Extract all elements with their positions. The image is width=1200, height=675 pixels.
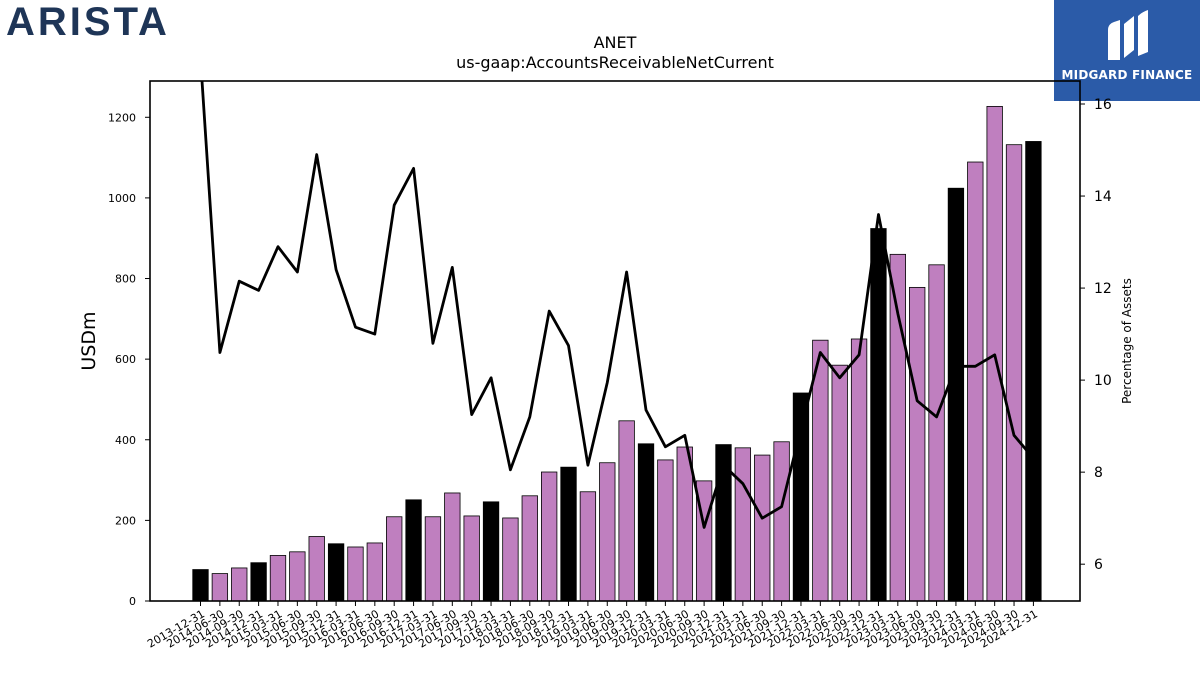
- bar-2013-12-31: [192, 569, 209, 602]
- bar-2019-09-30: [618, 420, 635, 602]
- chart-title: ANET: [594, 33, 637, 52]
- bar-2018-03-31: [502, 517, 519, 602]
- arista-logo-text: ARISTA: [6, 2, 170, 42]
- bar-2014-06-30: [211, 573, 229, 602]
- bar-2022-09-30: [850, 338, 868, 602]
- bar-2018-12-31: [560, 466, 577, 602]
- bar-2022-06-30: [831, 364, 848, 602]
- bar-2023-09-30: [928, 264, 945, 602]
- bar-2019-12-31: [637, 443, 655, 602]
- y2-tick-label: 14: [1094, 189, 1112, 205]
- bar-2021-09-30: [773, 441, 790, 602]
- bar-2016-03-31: [347, 546, 364, 602]
- midgard-finance-logo-text: MIDGARD FINANCE: [1061, 68, 1193, 82]
- y-tick-label: 400: [115, 434, 136, 447]
- axes: [149, 80, 1081, 602]
- arista-logo: ARISTA: [6, 0, 211, 46]
- midgard-finance-logo: MIDGARD FINANCE: [1054, 0, 1200, 101]
- bar-2023-06-30: [909, 286, 926, 602]
- y2-tick-label: 12: [1094, 281, 1112, 297]
- bar-2019-06-30: [599, 462, 616, 602]
- bar-2022-12-31: [870, 228, 887, 602]
- bar-2017-06-30: [444, 492, 461, 602]
- midgard-emblem-icon: [1108, 10, 1148, 60]
- y-tick-label: 600: [115, 353, 136, 366]
- plot-frame: [149, 80, 1081, 602]
- y-tick-label: 0: [129, 595, 136, 608]
- y2-tick-label: 6: [1094, 557, 1103, 573]
- bar-2014-09-30: [231, 567, 248, 602]
- bar-2021-06-30: [754, 454, 771, 602]
- y-tick-label: 800: [115, 273, 136, 286]
- line-series: [200, 81, 1035, 529]
- bar-2015-12-31: [327, 543, 345, 602]
- y2-tick-label: 10: [1094, 373, 1112, 389]
- bar-2014-12-31: [250, 562, 267, 602]
- bar-2016-09-30: [386, 516, 403, 602]
- percentage-of-assets-line: [200, 81, 1035, 529]
- right-axis-ticks: 6 8 10 12 14 16: [1080, 97, 1112, 573]
- bar-2021-03-31: [734, 447, 752, 602]
- x-axis-ticks: 2013-12-312014-06-302014-09-302014-12-31…: [145, 601, 1040, 651]
- y-tick-label: 1000: [108, 192, 136, 205]
- bar-2015-09-30: [308, 536, 325, 602]
- bar-2019-03-31: [579, 491, 597, 602]
- y2-tick-label: 16: [1094, 97, 1112, 113]
- bar-2016-06-30: [366, 542, 383, 602]
- bar-2018-06-30: [521, 495, 538, 602]
- bar-2015-06-30: [289, 551, 306, 602]
- left-axis-label: USDm: [78, 311, 100, 370]
- bar-2018-09-30: [541, 471, 558, 602]
- bar-2024-12-31: [1025, 141, 1042, 602]
- bar-2023-12-31: [947, 187, 965, 602]
- bar-2017-09-30: [463, 515, 480, 602]
- bar-2017-03-31: [424, 516, 442, 602]
- bar-2016-12-31: [405, 499, 422, 602]
- bar-2017-12-31: [482, 501, 500, 602]
- chart-subtitle: us-gaap:AccountsReceivableNetCurrent: [456, 53, 774, 72]
- bar-2024-09-30: [1005, 144, 1023, 602]
- y-tick-label: 200: [115, 514, 136, 527]
- y2-tick-label: 8: [1094, 465, 1103, 481]
- bar-2020-06-30: [676, 446, 693, 602]
- right-axis-label: Percentage of Assets: [1120, 278, 1134, 404]
- bar-series: [192, 105, 1042, 602]
- bar-2020-03-31: [657, 459, 674, 602]
- bar-2015-03-31: [269, 555, 287, 602]
- left-axis-ticks: 0 200 400 600 800 1000 1200: [108, 111, 150, 608]
- y-tick-label: 1200: [108, 111, 136, 124]
- bar-2024-03-31: [967, 161, 984, 602]
